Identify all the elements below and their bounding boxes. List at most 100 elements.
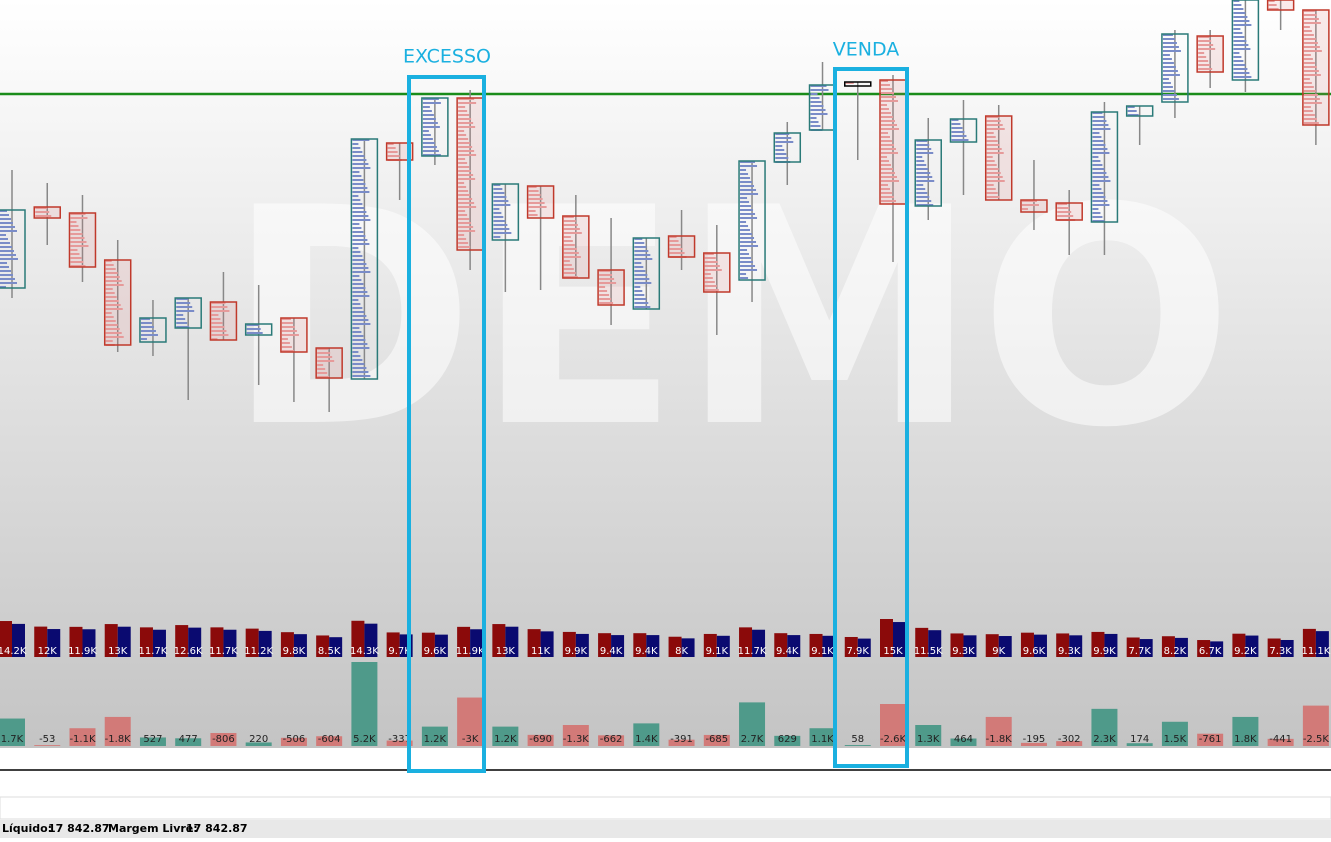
- footprint-row: [352, 295, 370, 297]
- footprint-row: [1162, 34, 1173, 36]
- footprint-row: [105, 328, 120, 330]
- footprint-row: [1303, 18, 1319, 20]
- footprint-row: [352, 191, 370, 193]
- footprint-row: [140, 322, 152, 324]
- candle-body: [1020, 199, 1048, 213]
- footprint-row: [105, 304, 121, 306]
- footprint-row: [810, 121, 819, 123]
- footprint-row: [352, 331, 362, 333]
- footprint-row: [1092, 120, 1107, 122]
- footprint-row: [916, 148, 932, 150]
- delta-label: 1.3K: [917, 734, 940, 745]
- footprint-row: [352, 199, 361, 201]
- footprint-row: [458, 110, 468, 112]
- footprint-row: [176, 298, 189, 300]
- footprint-row: [1303, 14, 1317, 16]
- delta-bar: [880, 704, 906, 746]
- candle-body: [738, 160, 766, 281]
- footprint-row: [669, 236, 677, 238]
- footprint-row: [1092, 216, 1103, 218]
- delta-bar: [1232, 716, 1259, 746]
- footprint-row: [1057, 207, 1070, 209]
- footprint-row: [317, 364, 324, 366]
- footprint-row: [916, 156, 923, 158]
- footprint-row: [176, 310, 195, 312]
- footprint-row: [458, 246, 471, 248]
- footprint-row: [352, 351, 359, 353]
- footprint-row: [775, 153, 787, 155]
- footprint-row: [1162, 86, 1173, 88]
- footprint-row: [634, 266, 644, 268]
- footprint-row: [281, 342, 290, 344]
- footprint-row: [0, 250, 14, 252]
- footprint-row: [881, 156, 887, 158]
- footprint-row: [881, 100, 898, 102]
- footprint-row: [1233, 60, 1244, 62]
- footprint-row: [740, 257, 752, 259]
- footprint-row: [1303, 42, 1318, 44]
- footprint-row: [1092, 128, 1111, 130]
- footprint-row: [1198, 40, 1212, 42]
- footprint-row: [493, 184, 501, 186]
- candle-body: [1125, 105, 1154, 117]
- footprint-row: [493, 228, 510, 230]
- footprint-row: [458, 134, 467, 136]
- footprint-row: [352, 179, 364, 181]
- footprint-row: [352, 307, 363, 309]
- footprint-row: [810, 109, 826, 111]
- delta-bar: [457, 697, 484, 746]
- footprint-row: [458, 226, 474, 228]
- footprint-row: [70, 257, 82, 259]
- delta-bar: [1197, 733, 1224, 746]
- footprint-row: [916, 152, 934, 154]
- footprint-row: [140, 318, 150, 320]
- volume-bar: [1126, 637, 1140, 657]
- footprint-row: [1268, 8, 1279, 10]
- footprint-row: [881, 172, 895, 174]
- footprint-row: [1092, 140, 1104, 142]
- volume-bar: [139, 627, 153, 657]
- footprint-row: [458, 178, 476, 180]
- footprint-row: [176, 326, 190, 328]
- volume-bar: [1232, 633, 1246, 657]
- footprint-row: [211, 302, 226, 304]
- footprint-row: [775, 133, 790, 135]
- footprint-row: [881, 140, 892, 142]
- footprint-row: [1198, 64, 1211, 66]
- footprint-row: [1092, 184, 1100, 186]
- volume-bar: [1302, 628, 1316, 657]
- delta-bar: [1056, 741, 1083, 746]
- footprint-row: [1233, 24, 1252, 26]
- volume-bar: [1161, 636, 1175, 657]
- footprint-row: [986, 120, 1001, 122]
- footprint-row: [881, 116, 893, 118]
- volume-label: 12K: [38, 646, 58, 657]
- footprint-row: [317, 356, 333, 358]
- footprint-row: [176, 314, 184, 316]
- footprint-row: [740, 269, 758, 271]
- volume-label: 8K: [675, 646, 688, 657]
- delta-bar: [492, 726, 519, 746]
- footprint-row: [634, 302, 649, 304]
- footprint-row: [599, 298, 612, 300]
- footprint-row: [1198, 60, 1209, 62]
- footprint-row: [775, 145, 783, 147]
- candle-body: [1090, 111, 1119, 223]
- volume-bar: [0, 621, 12, 657]
- delta-label: 464: [954, 734, 973, 745]
- footprint-row: [352, 323, 371, 325]
- footprint-row: [352, 215, 369, 217]
- footprint-row: [563, 232, 582, 234]
- volume-label: 9.7K: [388, 646, 411, 657]
- footprint-row: [951, 119, 959, 121]
- footprint-row: [140, 334, 158, 336]
- candle-body: [632, 237, 661, 310]
- footprint-row: [246, 332, 263, 334]
- footprint-row: [1233, 48, 1251, 50]
- footprint-row: [775, 137, 792, 139]
- footprint-row: [740, 173, 749, 175]
- footprint-row: [0, 246, 12, 248]
- footprint-row: [70, 213, 86, 215]
- volume-bar: [880, 619, 893, 657]
- footprint-row: [1303, 34, 1314, 36]
